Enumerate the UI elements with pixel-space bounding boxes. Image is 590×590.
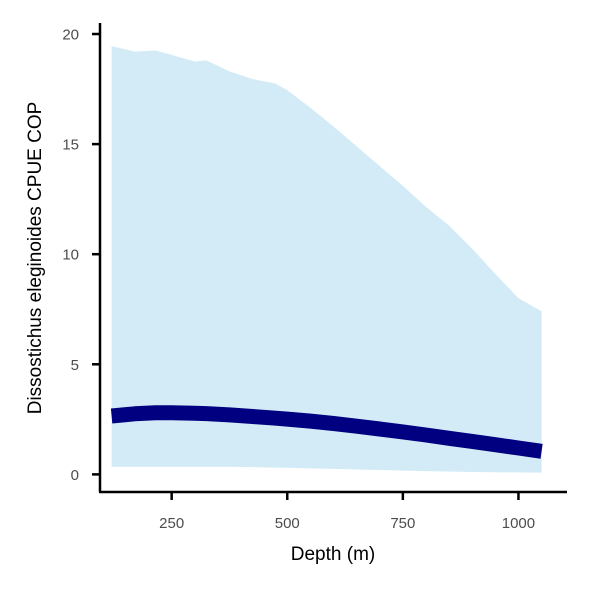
x-axis-title: Depth (m) [291,544,375,565]
x-tick-label: 750 [390,515,415,532]
y-axis-title: Dissostichus eleginoides CPUE COP [25,102,46,415]
axes: 0 5 10 15 20 250 500 750 1000 [62,23,567,532]
x-tick-label: 1000 [502,515,535,532]
y-tick-label: 10 [62,247,79,264]
y-tick-label: 15 [62,137,79,154]
x-tick-label: 250 [159,515,184,532]
y-tick-label: 5 [71,357,79,374]
x-tick-label: 500 [275,515,300,532]
y-tick-label: 0 [71,467,79,484]
y-tick-label: 20 [62,27,79,44]
confidence-ribbon [111,46,542,473]
fitted-line [110,405,543,459]
plot-area [110,46,543,473]
